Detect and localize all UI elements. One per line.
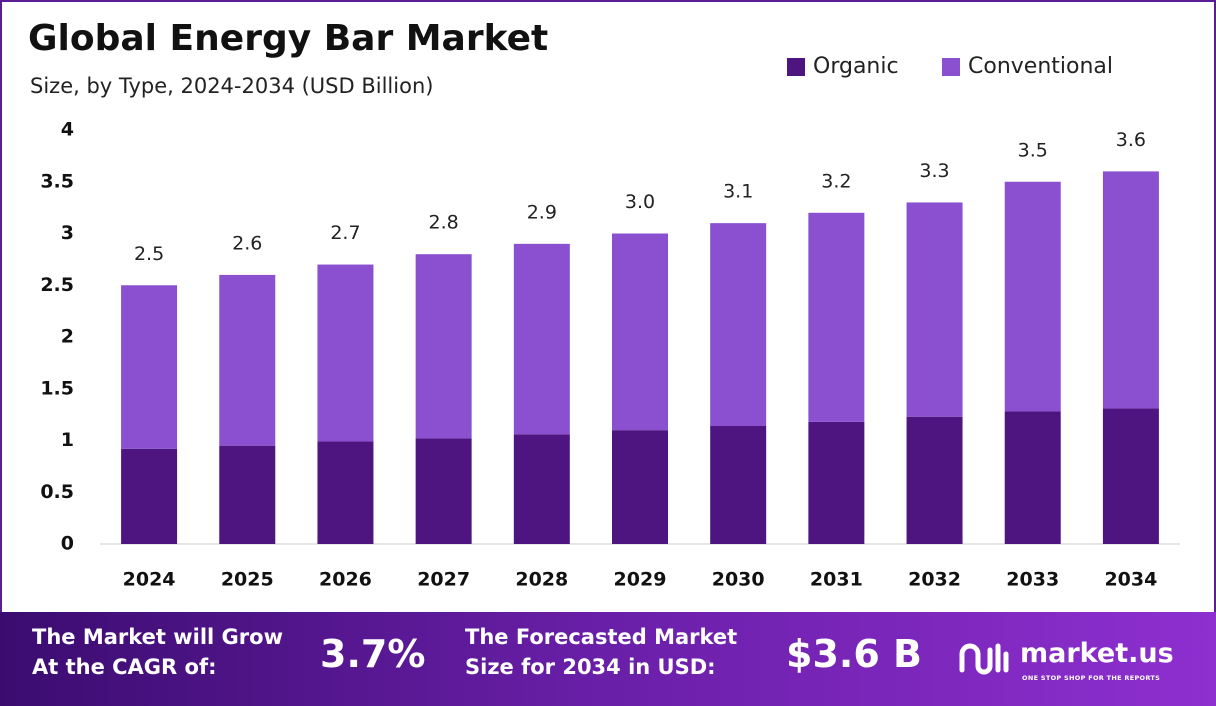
forecast-text: The Forecasted Market Size for 2034 in US… — [465, 622, 737, 682]
y-tick-label: 2 — [61, 326, 74, 348]
cagr-value: 3.7% — [320, 632, 426, 676]
data-label: 3.5 — [1018, 139, 1048, 161]
x-tick-label: 2033 — [1006, 569, 1059, 591]
bar-segment — [1102, 408, 1159, 544]
bar-segment — [808, 421, 865, 544]
bar-segment — [317, 441, 374, 544]
y-tick-label: 3 — [61, 222, 74, 244]
data-label: 3.0 — [625, 191, 655, 213]
bar-segment — [808, 212, 865, 422]
bar-segment — [415, 254, 472, 439]
x-tick-label: 2030 — [712, 569, 765, 591]
bar-segment — [219, 445, 276, 544]
bar-segment — [1004, 181, 1061, 412]
legend-swatch — [787, 58, 805, 76]
x-tick-label: 2034 — [1104, 569, 1157, 591]
bar-segment — [121, 285, 178, 449]
cagr-line: At the CAGR of: — [32, 655, 217, 679]
data-label: 2.8 — [429, 212, 459, 234]
forecast-value: $3.6 B — [786, 632, 922, 676]
cagr-line: The Market will Grow — [32, 625, 283, 649]
x-tick-label: 2025 — [221, 569, 274, 591]
data-label: 2.5 — [134, 243, 164, 265]
y-tick-label: 2.5 — [40, 274, 74, 296]
data-label: 2.9 — [527, 201, 557, 223]
bar-segment — [513, 243, 570, 435]
x-tick-label: 2026 — [319, 569, 372, 591]
bar-segment — [219, 274, 276, 446]
chart: Global Energy Bar Market Size, by Type, … — [0, 0, 1216, 612]
data-label: 3.3 — [919, 160, 949, 182]
bar-segment — [415, 438, 472, 544]
legend-label: Conventional — [968, 54, 1113, 79]
bar-segment — [906, 202, 963, 417]
brand-name: market.us — [1020, 638, 1174, 669]
legend-swatch — [942, 58, 960, 76]
brand-logo — [959, 643, 1009, 675]
bar-segment — [1102, 171, 1159, 409]
x-tick-label: 2027 — [417, 569, 470, 591]
brand-tagline: ONE STOP SHOP FOR THE REPORTS — [1022, 674, 1161, 682]
forecast-line: The Forecasted Market — [465, 625, 738, 649]
bar-segment — [121, 448, 178, 544]
y-tick-label: 0 — [61, 533, 74, 555]
chart-title: Global Energy Bar Market — [28, 18, 548, 59]
bar-segment — [317, 264, 374, 442]
x-tick-label: 2024 — [123, 569, 176, 591]
y-tick-label: 0.5 — [40, 481, 74, 503]
forecast-line: Size for 2034 in USD: — [465, 655, 716, 679]
y-tick-label: 3.5 — [40, 170, 74, 192]
chart-subtitle: Size, by Type, 2024-2034 (USD Billion) — [30, 74, 433, 98]
bar-segment — [710, 426, 767, 544]
x-tick-label: 2029 — [614, 569, 667, 591]
data-label: 3.1 — [723, 181, 753, 203]
bar-segment — [513, 434, 570, 544]
x-tick-label: 2032 — [908, 569, 961, 591]
bar-segment — [710, 223, 767, 427]
x-tick-label: 2031 — [810, 569, 863, 591]
data-label: 3.6 — [1116, 129, 1146, 151]
cagr-text: The Market will Grow At the CAGR of: — [32, 622, 283, 682]
y-tick-label: 4 — [61, 119, 74, 141]
x-tick-label: 2028 — [515, 569, 568, 591]
bar-segment — [1004, 411, 1061, 544]
legend-label: Organic — [813, 54, 899, 79]
frame — [0, 0, 1216, 612]
y-tick-label: 1.5 — [40, 377, 74, 399]
bar-segment — [612, 430, 668, 544]
data-label: 3.2 — [821, 170, 851, 192]
footer-banner: The Market will Grow At the CAGR of: 3.7%… — [0, 612, 1216, 706]
bar-segment — [906, 416, 963, 544]
data-label: 2.7 — [330, 222, 360, 244]
y-tick-label: 1 — [61, 429, 74, 451]
data-label: 2.6 — [232, 232, 262, 254]
bar-segment — [612, 233, 668, 431]
